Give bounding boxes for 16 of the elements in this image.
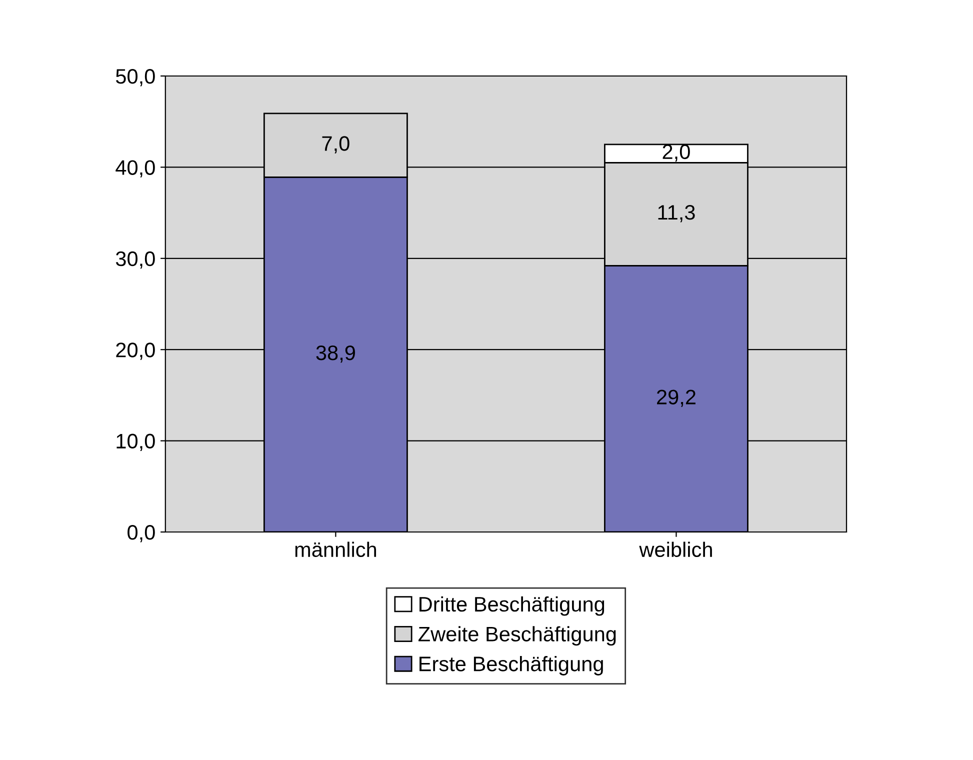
y-tick-label: 50,0 [116, 69, 155, 86]
legend-label: Erste Beschäftigung [420, 656, 603, 676]
y-tick-label: 20,0 [116, 342, 155, 360]
x-tick-label: männlich [295, 542, 376, 558]
y-tick-label: 10,0 [116, 434, 155, 452]
legend-label: Dritte Beschäftigung [420, 596, 604, 616]
y-tick-label: 0,0 [128, 525, 155, 542]
data-label: 2,0 [662, 144, 690, 162]
data-label: 7,0 [322, 136, 350, 154]
x-tick-label: weiblich [639, 542, 712, 558]
legend-label: Zweite Beschäftigung [418, 626, 616, 646]
y-tick-label: 40,0 [116, 160, 155, 178]
data-label: 29,2 [657, 390, 696, 407]
data-label: 11,3 [658, 205, 695, 222]
data-label: 38,9 [316, 345, 355, 363]
y-tick-label: 30,0 [116, 251, 155, 269]
